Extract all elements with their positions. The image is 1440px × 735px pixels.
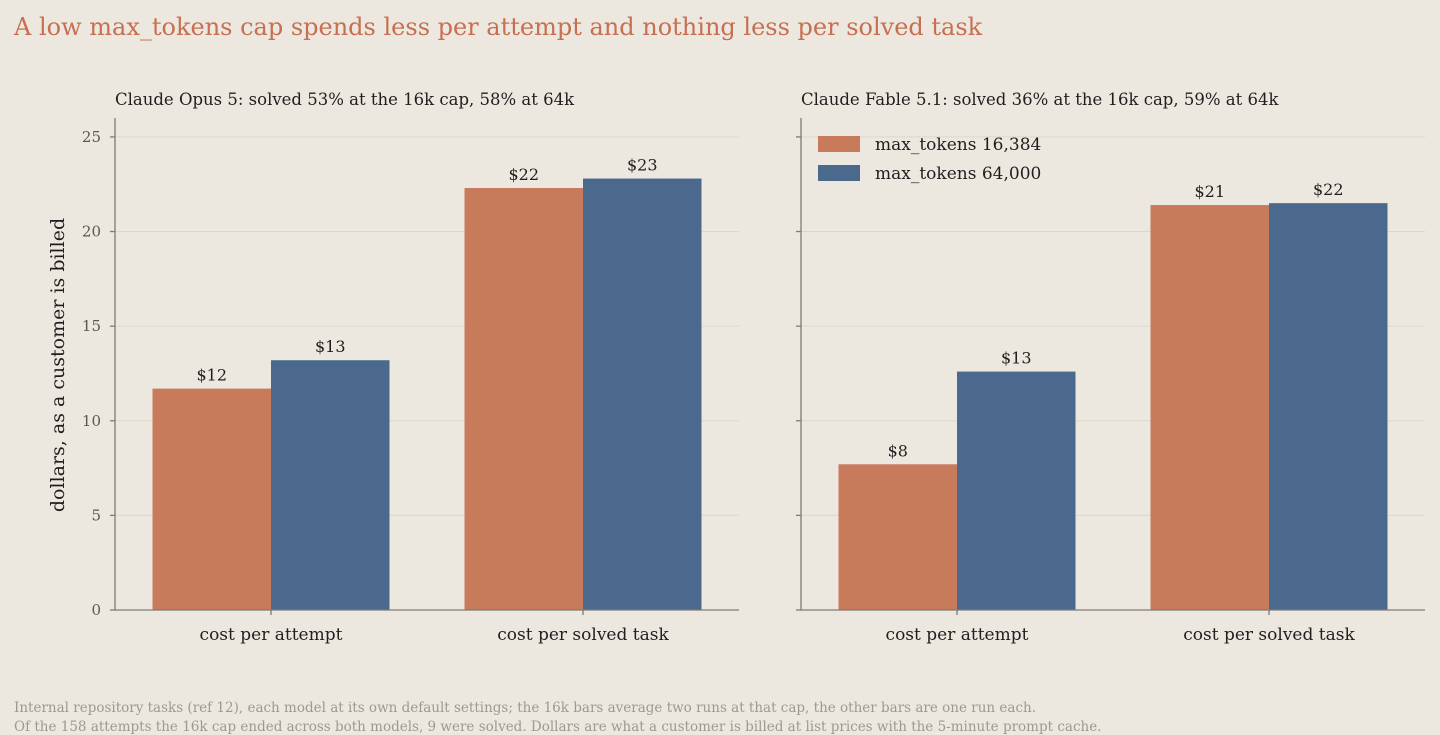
x-category-label: cost per solved task — [1183, 625, 1355, 645]
bar-max-tokens-16384-solved — [1150, 205, 1269, 611]
legend-swatch — [818, 165, 860, 181]
bar-value-label: $12 — [196, 366, 227, 385]
bar-value-label: $21 — [1194, 182, 1225, 201]
panel-title: Claude Opus 5: solved 53% at the 16k cap… — [115, 90, 575, 109]
bar-max-tokens-64000-attempt — [271, 360, 390, 610]
x-category-label: cost per attempt — [200, 625, 343, 645]
legend-label: max_tokens 64,000 — [875, 164, 1041, 184]
bar-value-label: $22 — [508, 165, 539, 184]
bar-value-label: $13 — [1001, 349, 1032, 368]
y-tick-label: 10 — [82, 412, 101, 430]
bar-value-label: $13 — [315, 337, 346, 356]
legend: max_tokens 16,384 max_tokens 64,000 — [818, 135, 1041, 184]
panel-title: Claude Fable 5.1: solved 36% at the 16k … — [801, 90, 1279, 109]
bar-max-tokens-64000-solved — [1269, 203, 1388, 610]
bar-max-tokens-16384-attempt — [152, 388, 271, 610]
legend-swatch — [818, 136, 860, 152]
footnote-line-2: Of the 158 attempts the 16k cap ended ac… — [14, 719, 1101, 735]
legend-label: max_tokens 16,384 — [875, 135, 1041, 155]
y-tick-label: 20 — [82, 223, 101, 241]
chart-panel-opus: Claude Opus 5: solved 53% at the 16k cap… — [47, 90, 739, 645]
bar-max-tokens-16384-solved — [464, 188, 583, 610]
bar-max-tokens-16384-attempt — [838, 464, 957, 610]
bar-max-tokens-64000-solved — [583, 178, 702, 611]
x-category-label: cost per attempt — [886, 625, 1029, 645]
bar-value-label: $22 — [1313, 180, 1344, 199]
bar-value-label: $8 — [888, 441, 908, 460]
y-tick-label: 0 — [91, 601, 101, 619]
y-tick-label: 25 — [82, 128, 101, 146]
chart-panel-fable: Claude Fable 5.1: solved 36% at the 16k … — [796, 90, 1425, 645]
bar-value-label: $23 — [627, 156, 658, 175]
chart-title: A low max_tokens cap spends less per att… — [13, 13, 983, 41]
bar-max-tokens-64000-attempt — [957, 371, 1076, 610]
y-axis-label: dollars, as a customer is billed — [47, 218, 69, 512]
x-category-label: cost per solved task — [497, 625, 669, 645]
y-tick-label: 15 — [82, 317, 101, 335]
footnote-line-1: Internal repository tasks (ref 12), each… — [14, 700, 1036, 716]
y-tick-label: 5 — [91, 506, 101, 524]
